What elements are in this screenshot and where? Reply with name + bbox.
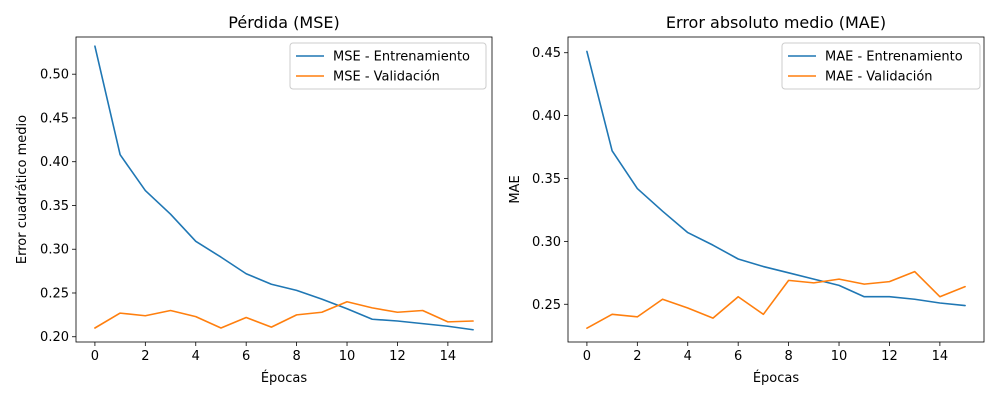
mae-series-val-line bbox=[586, 270, 966, 329]
mae-legend-box bbox=[781, 42, 981, 90]
mse-xtick-label: 10 bbox=[339, 349, 356, 364]
mse-ytick-label: 0.35 bbox=[40, 199, 69, 214]
mse-xtick-label: 8 bbox=[292, 349, 300, 364]
mse-legend-val-label: MSE - Validación bbox=[333, 70, 440, 85]
mse-chart: Pérdida (MSE) 0 2 4 6 8 10 12 14 0.20 0.25 0.30 0.3… bbox=[15, 13, 493, 386]
mae-ticks: 0 2 4 6 8 10 12 14 0.25 0.30 0.35 0.40 0.45 bbox=[532, 46, 948, 364]
mae-xlabel: Épocas bbox=[753, 370, 800, 386]
mae-legend: MAE - Entrenamiento MAE - Validación bbox=[781, 42, 981, 90]
mae-ytick-label: 0.45 bbox=[532, 46, 561, 61]
mse-xtick-label: 4 bbox=[192, 349, 200, 364]
mse-chart-title: Pérdida (MSE) bbox=[228, 13, 339, 32]
mse-xtick-label: 0 bbox=[91, 349, 99, 364]
mae-legend-train-label: MAE - Entrenamiento bbox=[825, 50, 963, 65]
mse-series-val-line bbox=[94, 300, 474, 329]
mae-xtick-label: 10 bbox=[831, 349, 848, 364]
mse-ticks: 0 2 4 6 8 10 12 14 0.20 0.25 0.30 0.35 0.40 0.45 0.50 bbox=[40, 68, 456, 364]
mae-chart-title: Error absoluto medio (MAE) bbox=[666, 13, 886, 32]
mse-series-train-line bbox=[94, 45, 474, 331]
mae-xtick-label: 4 bbox=[684, 349, 692, 364]
mse-ytick-label: 0.40 bbox=[40, 155, 69, 170]
mse-legend-train-label: MSE - Entrenamiento bbox=[333, 50, 470, 65]
mse-xlabel: Épocas bbox=[261, 370, 308, 386]
mae-ytick-label: 0.30 bbox=[532, 235, 561, 250]
mse-xtick-label: 6 bbox=[242, 349, 250, 364]
mse-lines bbox=[94, 45, 474, 331]
mse-ylabel: Error cuadrático medio bbox=[15, 115, 30, 264]
mae-plot-area bbox=[567, 36, 985, 343]
mae-xtick-label: 12 bbox=[881, 349, 898, 364]
mae-xtick-label: 6 bbox=[734, 349, 742, 364]
mae-xtick-label: 0 bbox=[583, 349, 591, 364]
mse-ytick-label: 0.20 bbox=[40, 330, 69, 345]
mse-ytick-label: 0.50 bbox=[40, 68, 69, 83]
mse-xtick-label: 14 bbox=[440, 349, 457, 364]
mae-ytick-label: 0.40 bbox=[532, 109, 561, 124]
mse-ytick-label: 0.45 bbox=[40, 111, 69, 126]
mae-ytick-label: 0.25 bbox=[532, 298, 561, 313]
mae-xtick-label: 8 bbox=[784, 349, 792, 364]
mse-ytick-label: 0.30 bbox=[40, 243, 69, 258]
mae-ytick-label: 0.35 bbox=[532, 172, 561, 187]
mse-ytick-label: 0.25 bbox=[40, 286, 69, 301]
mse-legend: MSE - Entrenamiento MSE - Validación bbox=[289, 42, 487, 90]
mae-ylabel: MAE bbox=[508, 175, 523, 203]
mae-xtick-label: 14 bbox=[932, 349, 949, 364]
mae-chart: Error absoluto medio (MAE) 0 2 4 6 8 10 12 14 0.… bbox=[508, 13, 985, 386]
mse-xtick-label: 2 bbox=[141, 349, 149, 364]
mse-plot-area bbox=[75, 36, 493, 343]
mse-xtick-label: 12 bbox=[389, 349, 406, 364]
mae-xtick-label: 2 bbox=[633, 349, 641, 364]
mae-series-train-line bbox=[586, 50, 966, 307]
mse-legend-box bbox=[289, 42, 487, 90]
mae-legend-val-label: MAE - Validación bbox=[825, 70, 933, 85]
mae-lines bbox=[586, 50, 966, 329]
